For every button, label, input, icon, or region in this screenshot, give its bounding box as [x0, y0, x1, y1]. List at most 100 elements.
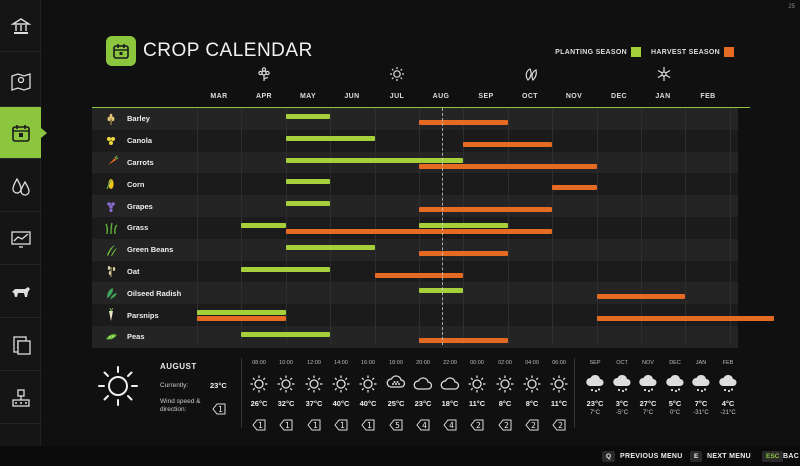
- wind-direction-icon: 4: [443, 418, 457, 431]
- rain-cloud-icon: [665, 374, 685, 394]
- crop-row-green-beans[interactable]: Green Beans: [92, 239, 197, 261]
- map-icon: [10, 72, 31, 91]
- sidebar-item-bank[interactable]: [0, 0, 41, 52]
- harvest-bar: [419, 163, 597, 169]
- monthly-min-temp: 7°C: [589, 410, 601, 416]
- summer-sun-icon: [390, 67, 404, 81]
- monthly-forecast-month: OCT: [616, 360, 628, 366]
- sun-icon: [522, 374, 542, 394]
- wind-direction-icon: 2: [470, 418, 484, 431]
- sidebar-item-contracts[interactable]: [0, 319, 41, 371]
- harvest-bar: [419, 250, 508, 256]
- parsnip-icon: [104, 308, 118, 322]
- sidebar-item-water-drops[interactable]: [0, 160, 41, 212]
- month-header-feb: FEB: [700, 93, 716, 100]
- forecast-temp: 40°C: [332, 399, 350, 408]
- month-header-dec: DEC: [611, 93, 627, 100]
- crop-row-canola[interactable]: Canola: [92, 130, 197, 152]
- crop-row-barley[interactable]: Barley: [92, 108, 197, 130]
- grid-column-line: [597, 108, 598, 344]
- month-header-nov: NOV: [565, 93, 583, 100]
- legend-planting-swatch: [630, 47, 641, 57]
- rain-cloud-icon: [691, 374, 711, 394]
- svg-text:1: 1: [313, 421, 318, 430]
- grid-column-line: [641, 108, 642, 344]
- svg-text:1: 1: [367, 421, 372, 430]
- animals-icon: [11, 286, 30, 297]
- planting-bar: [285, 135, 375, 141]
- wind-direction-icon: 1: [252, 418, 266, 431]
- corn-icon: [104, 177, 118, 191]
- harvest-bar: [419, 119, 508, 125]
- crop-row-oilseed-radish[interactable]: Oilseed Radish: [92, 282, 197, 304]
- calendar-app-icon: [106, 36, 136, 66]
- wind-direction-icon: 2: [525, 418, 539, 431]
- forecast-time: 20:00: [416, 360, 430, 366]
- weather-month: AUGUST: [160, 362, 197, 371]
- crop-row-band: [92, 304, 738, 326]
- crop-row-parsnips[interactable]: Parsnips: [92, 304, 197, 326]
- monthly-forecast-month: JAN: [695, 360, 707, 366]
- grid-column-line: [685, 108, 686, 344]
- grid-column-line: [463, 108, 464, 344]
- monthly-forecast-month: DEC: [669, 360, 681, 366]
- legend-planting-label: PLANTING SEASON: [555, 48, 627, 56]
- monthly-min-temp: -31°C: [693, 410, 709, 416]
- legend-harvest-label: HARVEST SEASON: [650, 48, 720, 56]
- monthly-max-temp: 23°C: [586, 399, 604, 408]
- planting-bar: [285, 157, 464, 163]
- sidebar-item-map[interactable]: [0, 55, 41, 107]
- forecast-temp: 11°C: [468, 399, 486, 408]
- month-header-jun: JUN: [344, 93, 360, 100]
- svg-text:2: 2: [531, 421, 536, 430]
- crop-row-peas[interactable]: Peas: [92, 326, 197, 348]
- production-icon: [11, 388, 30, 407]
- crop-name: Oat: [127, 266, 140, 276]
- wind-label-2: direction:: [160, 406, 187, 413]
- crop-row-band: [92, 217, 738, 239]
- grid-column-line: [419, 108, 420, 344]
- planting-bar: [197, 310, 286, 316]
- wind-direction-icon: 5: [389, 418, 403, 431]
- grid-column-line: [730, 108, 731, 344]
- footer-action-next-menu[interactable]: NEXT MENU: [707, 453, 751, 460]
- key-hint-esc[interactable]: ESC: [762, 451, 784, 462]
- planting-bar: [285, 113, 331, 119]
- crop-row-grapes[interactable]: Grapes: [92, 195, 197, 217]
- crop-row-grass[interactable]: Grass: [92, 217, 197, 239]
- planting-bar: [419, 222, 508, 228]
- key-hint-q[interactable]: Q: [602, 451, 616, 462]
- forecast-temp: 11°C: [550, 399, 568, 408]
- svg-text:1: 1: [218, 405, 223, 414]
- forecast-time: 02:00: [498, 360, 512, 366]
- key-hint-e[interactable]: E: [690, 451, 703, 462]
- grid-column-line: [330, 108, 331, 344]
- sidebar-item-calendar[interactable]: [0, 107, 47, 159]
- sidebar-item-production[interactable]: [0, 372, 41, 424]
- wind-direction-icon: 2: [498, 418, 512, 431]
- planting-bar: [285, 179, 331, 185]
- grid-column-line: [197, 108, 198, 344]
- sidebar: [0, 0, 47, 466]
- monthly-forecast-month: FEB: [722, 360, 734, 366]
- crop-name: Grass: [127, 223, 149, 233]
- wind-direction-icon: 4: [416, 418, 430, 431]
- autumn-leaves-icon: [525, 68, 537, 82]
- grass-icon: [104, 221, 118, 235]
- radish-icon: [104, 286, 118, 300]
- crop-row-corn[interactable]: Corn: [92, 173, 197, 195]
- month-header-underline: [92, 107, 750, 108]
- wind-direction-icon: 1: [212, 402, 226, 415]
- footer-action-previous-menu[interactable]: PREVIOUS MENU: [620, 453, 683, 460]
- planting-bar: [419, 288, 464, 294]
- chart-icon: [10, 230, 31, 248]
- svg-text:2: 2: [476, 421, 481, 430]
- sidebar-item-chart[interactable]: [0, 213, 41, 265]
- crop-row-oat[interactable]: Oat: [92, 261, 197, 283]
- footer-action-back[interactable]: BAC: [783, 453, 800, 460]
- month-header-mar: MAR: [210, 93, 228, 100]
- sun-icon: [249, 374, 269, 394]
- footer-bar: [0, 446, 800, 466]
- sidebar-item-animals[interactable]: [0, 266, 41, 318]
- crop-row-carrots[interactable]: Carrots: [92, 152, 197, 174]
